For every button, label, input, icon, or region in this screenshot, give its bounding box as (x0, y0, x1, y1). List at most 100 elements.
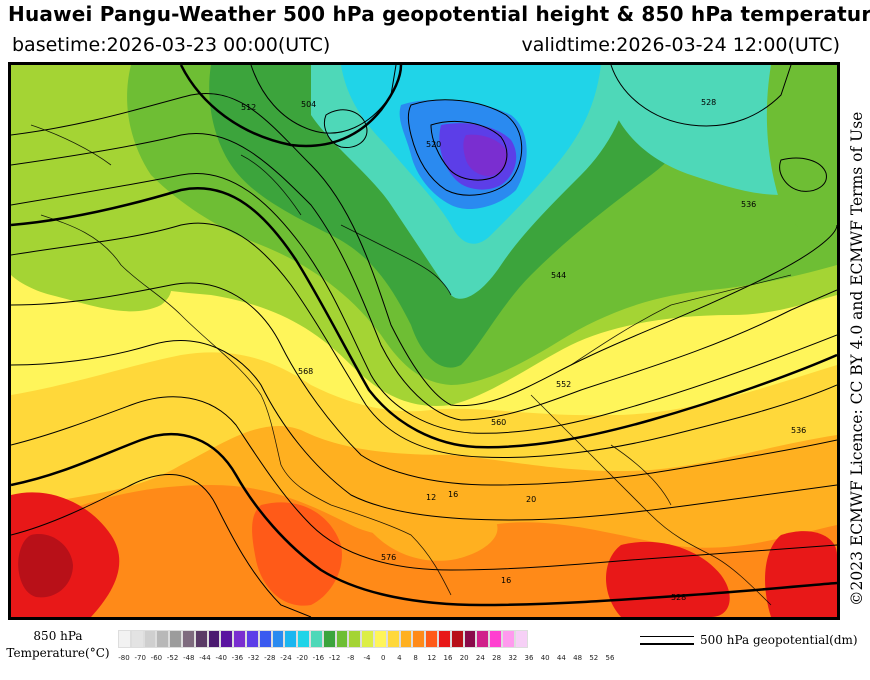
contour-label: 16 (501, 576, 511, 585)
colorbar-swatch (220, 630, 234, 648)
colorbar-swatch (489, 630, 502, 648)
colorbar-swatch (476, 630, 490, 648)
coastlines (30, 124, 792, 606)
colorbar-swatch (373, 630, 387, 648)
contour-label: 12 (426, 493, 436, 502)
temperature-field-west-green (11, 205, 172, 312)
colorbar-tick-label: -28 (264, 654, 276, 662)
colorbar-tick-label: -12 (328, 654, 341, 662)
temperature-field-red-far-east (765, 531, 837, 617)
temperature-legend-line1: 850 hPa (33, 629, 83, 643)
contour-label: 560 (491, 418, 506, 427)
colorbar-swatch (130, 630, 144, 648)
colorbar-swatch (245, 630, 259, 648)
colorbar-tick-label: 40 (540, 654, 550, 662)
contour-labels: 512 504 520 528 536 544 552 560 568 576 … (241, 98, 806, 602)
colorbar-swatch (271, 630, 285, 648)
colorbar-swatch (181, 630, 195, 648)
temperature-field-east-green (766, 65, 837, 245)
colorbar-swatch (335, 630, 349, 648)
colorbar-swatch (463, 630, 477, 648)
temperature-field-gold (11, 352, 837, 510)
colorbar-swatch (169, 630, 182, 648)
colorbar-tick-label: -8 (347, 654, 355, 662)
colorbar-tick-label: 16 (443, 654, 453, 662)
colorbar-tick-label: -44 (199, 654, 211, 662)
colorbar-swatch (361, 630, 374, 648)
contour-label: 528 (701, 98, 716, 107)
map-canvas: 512 504 520 528 536 544 552 560 568 576 … (11, 65, 837, 617)
colorbar-swatch (207, 630, 221, 648)
colorbar-swatch (437, 630, 451, 648)
colorbar-swatch (309, 630, 323, 648)
contour-label: 536 (791, 426, 806, 435)
colorbar-swatch (194, 630, 208, 648)
colorbar-ticks: -80 -70 -60 -52 -48 -44 -40 -36 -32 -28 -24 -20 -16-… (112, 654, 632, 666)
colorbar-tick-label: 36 (524, 654, 534, 662)
contour-label: 576 (381, 553, 396, 562)
colorbar-tick-label: -16 (312, 654, 325, 662)
contour-label: 544 (551, 271, 566, 280)
colorbar-tick-label: -40 (215, 654, 227, 662)
contour-label: 520 (426, 140, 441, 149)
colorbar-tick-label: -24 (280, 654, 292, 662)
temperature-legend-label: 850 hPa Temperature(°C) (6, 628, 110, 662)
colorbar-tick-label: 8 (413, 654, 418, 662)
contour-label: 16 (448, 490, 458, 499)
temperature-field-orange-mid (363, 491, 498, 561)
colorbar-tick-label: -20 (296, 654, 308, 662)
colorbar-tick-label: 4 (397, 654, 402, 662)
colorbar-tick-label: 56 (605, 654, 615, 662)
colorbar-swatch (284, 630, 298, 648)
license-text: ©2023 ECMWF Licence: CC BY 4.0 and ECMWF… (848, 111, 866, 606)
contour-label: 536 (741, 200, 756, 209)
temperature-field-darkred (18, 534, 73, 598)
colorbar-tick-label: 32 (508, 654, 518, 662)
colorbar-tick-label: 44 (556, 654, 566, 662)
contour-label: 504 (301, 100, 316, 109)
colorbar-swatch (501, 630, 515, 648)
colorbar-swatch (399, 630, 413, 648)
contour-legend-thin-line (640, 636, 694, 637)
chart-title: Huawei Pangu-Weather 500 hPa geopotentia… (8, 2, 870, 26)
temperature-colorbar (118, 630, 528, 650)
colorbar-swatch (348, 630, 362, 648)
colorbar-tick-label: 12 (427, 654, 437, 662)
validtime-label: validtime:2026-03-24 12:00(UTC) (521, 34, 840, 56)
colorbar-tick-label: -32 (247, 654, 260, 662)
colorbar-tick-label: -70 (134, 654, 146, 662)
temperature-field-east-cyan (611, 65, 805, 195)
contour-label: 568 (298, 367, 313, 376)
colorbar-tick-label: -52 (166, 654, 179, 662)
colorbar-swatch (514, 630, 528, 648)
colorbar-swatch (322, 630, 336, 648)
contour-legend: 500 hPa geopotential(dm) (640, 632, 864, 658)
colorbar-tick-label: 0 (380, 654, 386, 662)
colorbar-tick-label: 20 (459, 654, 469, 662)
colorbar-tick-label: -60 (150, 654, 163, 662)
colorbar-swatch (233, 630, 246, 648)
temperature-legend-line2: Temperature(°C) (6, 646, 110, 660)
contour-legend-label: 500 hPa geopotential(dm) (700, 633, 858, 647)
contour-label: 20 (526, 495, 536, 504)
contour-label: 552 (556, 380, 571, 389)
colorbar-tick-label: -80 (118, 654, 130, 662)
colorbar-tick-label: 52 (589, 654, 599, 662)
colorbar-tick-label: -48 (183, 654, 195, 662)
colorbar-swatch (297, 630, 310, 648)
geopotential-contours (11, 65, 837, 617)
weather-map: 512 504 520 528 536 544 552 560 568 576 … (8, 62, 840, 620)
colorbar-tick-label: 24 (475, 654, 485, 662)
colorbar-tick-label: 28 (492, 654, 502, 662)
colorbar-swatch (386, 630, 400, 648)
contour-legend-thick-line (640, 643, 694, 645)
colorbar-swatch (258, 630, 272, 648)
basetime-label: basetime:2026-03-23 00:00(UTC) (12, 34, 331, 56)
geopotential-contours-thick (11, 65, 837, 607)
colorbar-swatch (425, 630, 438, 648)
colorbar-tick-label: 48 (573, 654, 583, 662)
colorbar-tick-label: -36 (231, 654, 244, 662)
colorbar-tick-label: -4 (363, 654, 371, 662)
colorbar-swatch (118, 630, 131, 648)
colorbar-swatch (450, 630, 464, 648)
